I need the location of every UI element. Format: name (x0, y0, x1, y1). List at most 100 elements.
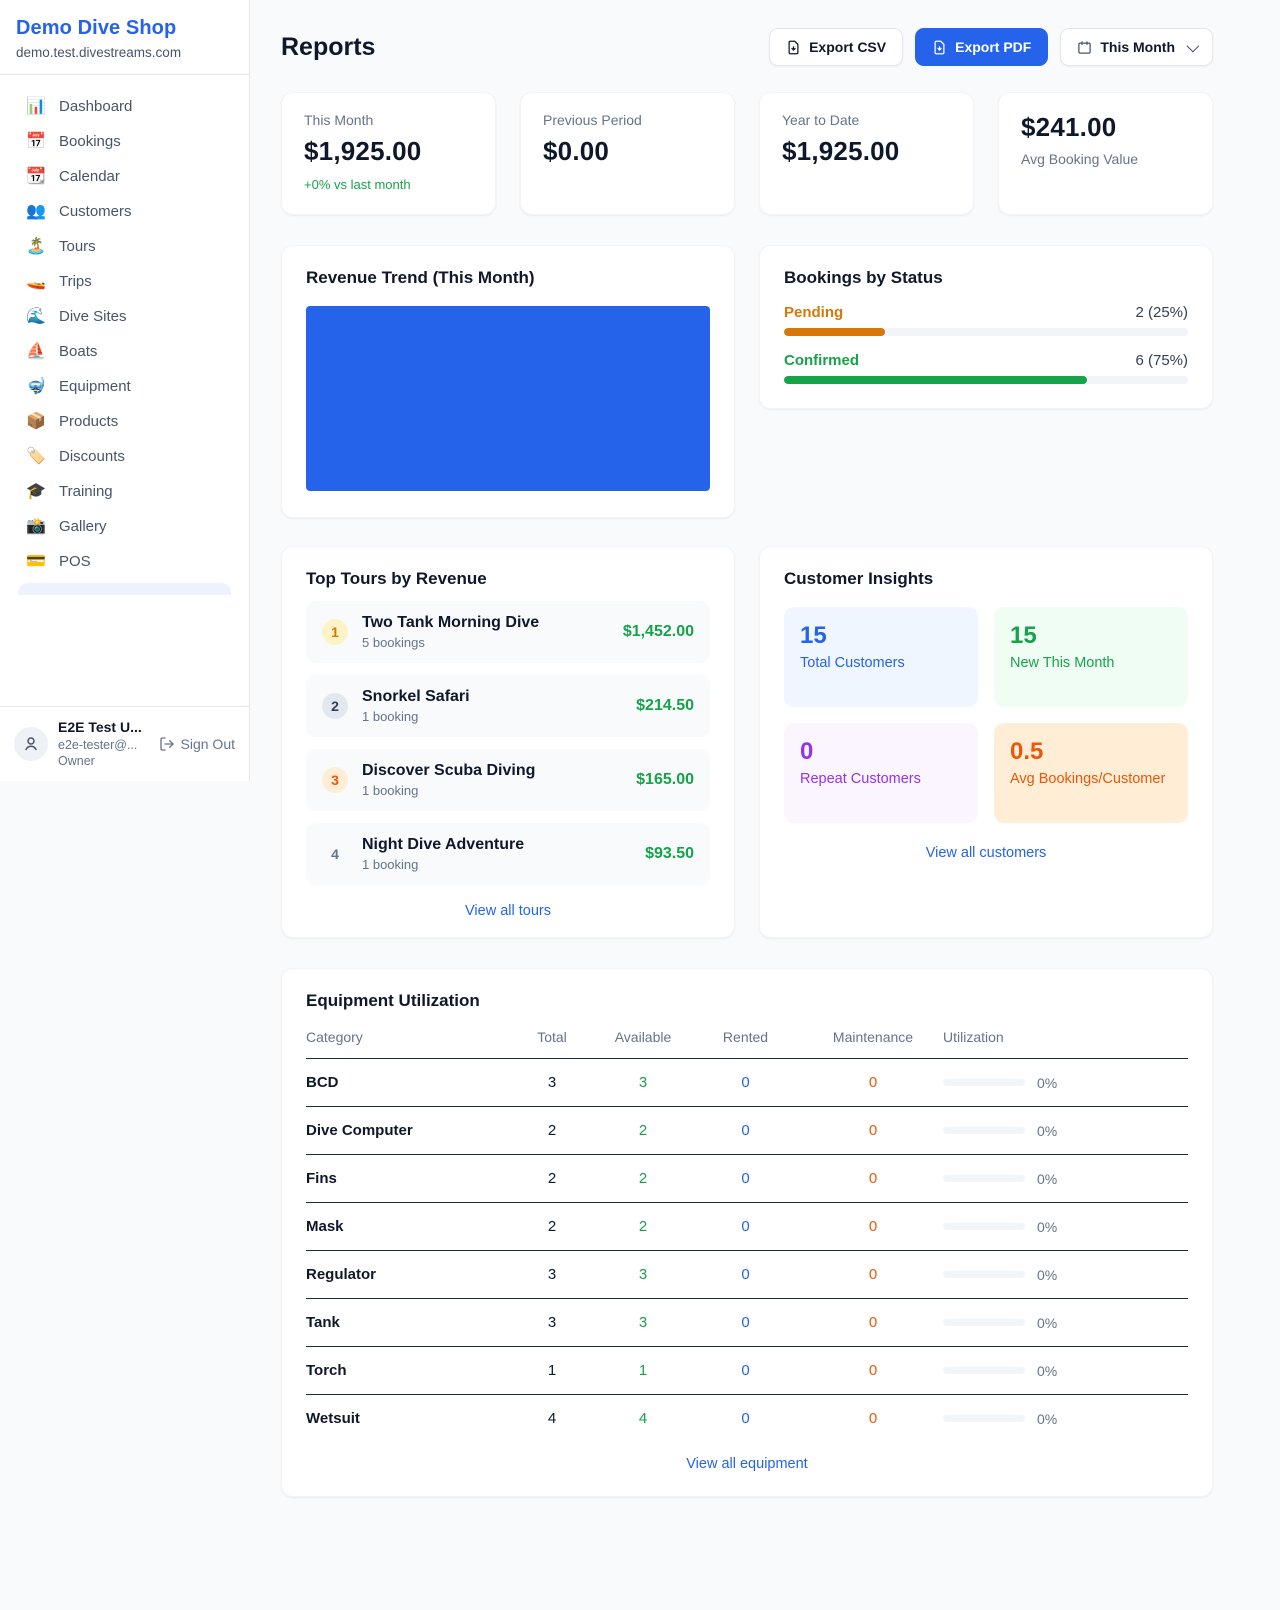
cell-maintenance: 0 (803, 1202, 943, 1251)
stat-delta: +0% vs last month (304, 177, 411, 192)
brand-block[interactable]: Demo Dive Shop demo.test.divestreams.com (0, 0, 249, 75)
sidebar-item-dive-sites[interactable]: 🌊 Dive Sites (16, 299, 233, 334)
stat-card-this-month: This Month $1,925.00 +0% vs last month (281, 92, 496, 215)
label-tag-icon: 🏷️ (26, 447, 46, 465)
brand-name[interactable]: Demo Dive Shop (16, 17, 177, 39)
sidebar-item-trips[interactable]: 🚤 Trips (16, 264, 233, 299)
cell-rented: 0 (688, 1250, 803, 1299)
insight-tiles: 15 Total Customers 15 New This Month 0 R… (784, 607, 1188, 823)
cell-category: Tank (306, 1298, 506, 1347)
page-title: Reports (281, 32, 376, 61)
cell-rented: 0 (741, 1410, 750, 1427)
sidebar-item-tours[interactable]: 🏝️ Tours (16, 229, 233, 264)
export-csv-label: Export CSV (809, 39, 887, 55)
sign-out-button[interactable]: Sign Out (159, 736, 235, 752)
sidebar-item-label: Products (59, 413, 119, 430)
cell-available: 3 (598, 1298, 688, 1347)
sidebar-item-label: Training (59, 483, 113, 500)
sidebar-item-pos[interactable]: 💳 POS (16, 544, 233, 579)
table-row: BCD 3 3 0 0 0% (306, 1058, 1188, 1107)
cell-category: Dive Computer (306, 1106, 506, 1155)
tile-avg-bookings-customer: 0.5 Avg Bookings/Customer (994, 723, 1188, 823)
top-tours-title: Top Tours by Revenue (306, 569, 487, 588)
cell-maintenance: 0 (803, 1346, 943, 1395)
sidebar-item-training[interactable]: 🎓 Training (16, 474, 233, 509)
status-bar-fill (784, 376, 1087, 384)
cell-maintenance: 0 (803, 1106, 943, 1155)
table-row: Tank 3 3 0 0 0% (306, 1298, 1188, 1347)
cell-rented: 0 (688, 1202, 803, 1251)
cell-total: 2 (506, 1106, 598, 1155)
view-all-tours-link[interactable]: View all tours (465, 903, 551, 919)
calendar-icon (1078, 40, 1092, 54)
tour-name: Snorkel Safari (362, 688, 470, 705)
cell-total: 3 (506, 1250, 598, 1299)
sidebar-item-reports-partial[interactable] (18, 583, 231, 595)
main-content: Reports Export CSV Export PDF This Month (250, 0, 1280, 1537)
sign-out-icon (159, 736, 174, 751)
cell-utilization: 0% (943, 1298, 1188, 1347)
header-actions: Export CSV Export PDF This Month (769, 28, 1213, 66)
column-header: Rented (688, 1017, 803, 1059)
status-count: 2 (25%) (1135, 304, 1188, 321)
column-header: Available (598, 1017, 688, 1059)
avatar (14, 726, 48, 761)
sidebar-item-discounts[interactable]: 🏷️ Discounts (16, 439, 233, 474)
list-item: 3 Discover Scuba Diving 1 booking $165.0… (306, 749, 710, 811)
top-tours-card: Top Tours by Revenue 1 Two Tank Morning … (281, 546, 735, 938)
sidebar-nav: 📊 Dashboard 📅 Bookings 📆 Calendar 👥 Cust… (0, 75, 249, 595)
export-pdf-button[interactable]: Export PDF (915, 28, 1049, 66)
credit-card-icon: 💳 (26, 552, 46, 570)
sidebar-item-label: Trips (59, 273, 92, 290)
tile-value: 15 (1010, 622, 1037, 649)
revenue-trend-title: Revenue Trend (This Month) (306, 268, 535, 287)
sidebar-item-customers[interactable]: 👥 Customers (16, 194, 233, 229)
cell-utilization: 0% (943, 1395, 1188, 1443)
rank-badge: 3 (322, 767, 348, 793)
user-email: e2e-tester@... (58, 737, 138, 752)
sidebar-item-label: Discounts (59, 448, 125, 465)
sign-out-label: Sign Out (180, 735, 235, 752)
sidebar: Demo Dive Shop demo.test.divestreams.com… (0, 0, 250, 781)
sidebar-item-boats[interactable]: ⛵ Boats (16, 334, 233, 369)
sidebar-item-label: Customers (59, 203, 132, 220)
graduation-cap-icon: 🎓 (26, 482, 46, 500)
file-download-icon (934, 40, 945, 54)
cell-available: 1 (598, 1346, 688, 1395)
tile-new-this-month: 15 New This Month (994, 607, 1188, 707)
tour-amount: $1,452.00 (622, 623, 694, 640)
stat-label: Avg Booking Value (1021, 151, 1139, 167)
tile-value: 15 (800, 622, 827, 649)
cell-utilization: 0% (943, 1106, 1188, 1155)
tile-total-customers: 15 Total Customers (784, 607, 978, 707)
sidebar-item-gallery[interactable]: 📸 Gallery (16, 509, 233, 544)
revenue-trend-chart (306, 306, 710, 491)
stat-card-previous-period: Previous Period $0.00 (520, 92, 735, 215)
utilization-bar (943, 1367, 1025, 1374)
sidebar-item-dashboard[interactable]: 📊 Dashboard (16, 89, 233, 124)
utilization-percent: 0% (1037, 1170, 1058, 1187)
tile-repeat-customers: 0 Repeat Customers (784, 723, 978, 823)
period-dropdown[interactable]: This Month (1060, 28, 1213, 66)
utilization-bar (943, 1319, 1025, 1326)
sidebar-item-bookings[interactable]: 📅 Bookings (16, 124, 233, 159)
sidebar-item-calendar[interactable]: 📆 Calendar (16, 159, 233, 194)
bar-chart-icon: 📊 (26, 97, 46, 115)
tour-bookings: 5 bookings (362, 635, 425, 650)
package-icon: 📦 (26, 412, 46, 430)
cell-category: BCD (306, 1058, 506, 1107)
view-all-equipment-link[interactable]: View all equipment (686, 1456, 808, 1472)
cell-rented: 0 (688, 1298, 803, 1347)
cell-maintenance: 0 (803, 1058, 943, 1107)
sidebar-item-products[interactable]: 📦 Products (16, 404, 233, 439)
user-role: Owner (58, 753, 95, 768)
export-csv-button[interactable]: Export CSV (769, 28, 904, 66)
sidebar-item-equipment[interactable]: 🤿 Equipment (16, 369, 233, 404)
speedboat-icon: 🚤 (26, 272, 46, 290)
column-header: Category (306, 1017, 506, 1059)
tile-label: Repeat Customers (800, 771, 921, 787)
view-all-customers-link[interactable]: View all customers (925, 845, 1047, 861)
island-icon: 🏝️ (26, 237, 46, 255)
utilization-bar (943, 1175, 1025, 1182)
utilization-percent: 0% (1037, 1074, 1058, 1091)
